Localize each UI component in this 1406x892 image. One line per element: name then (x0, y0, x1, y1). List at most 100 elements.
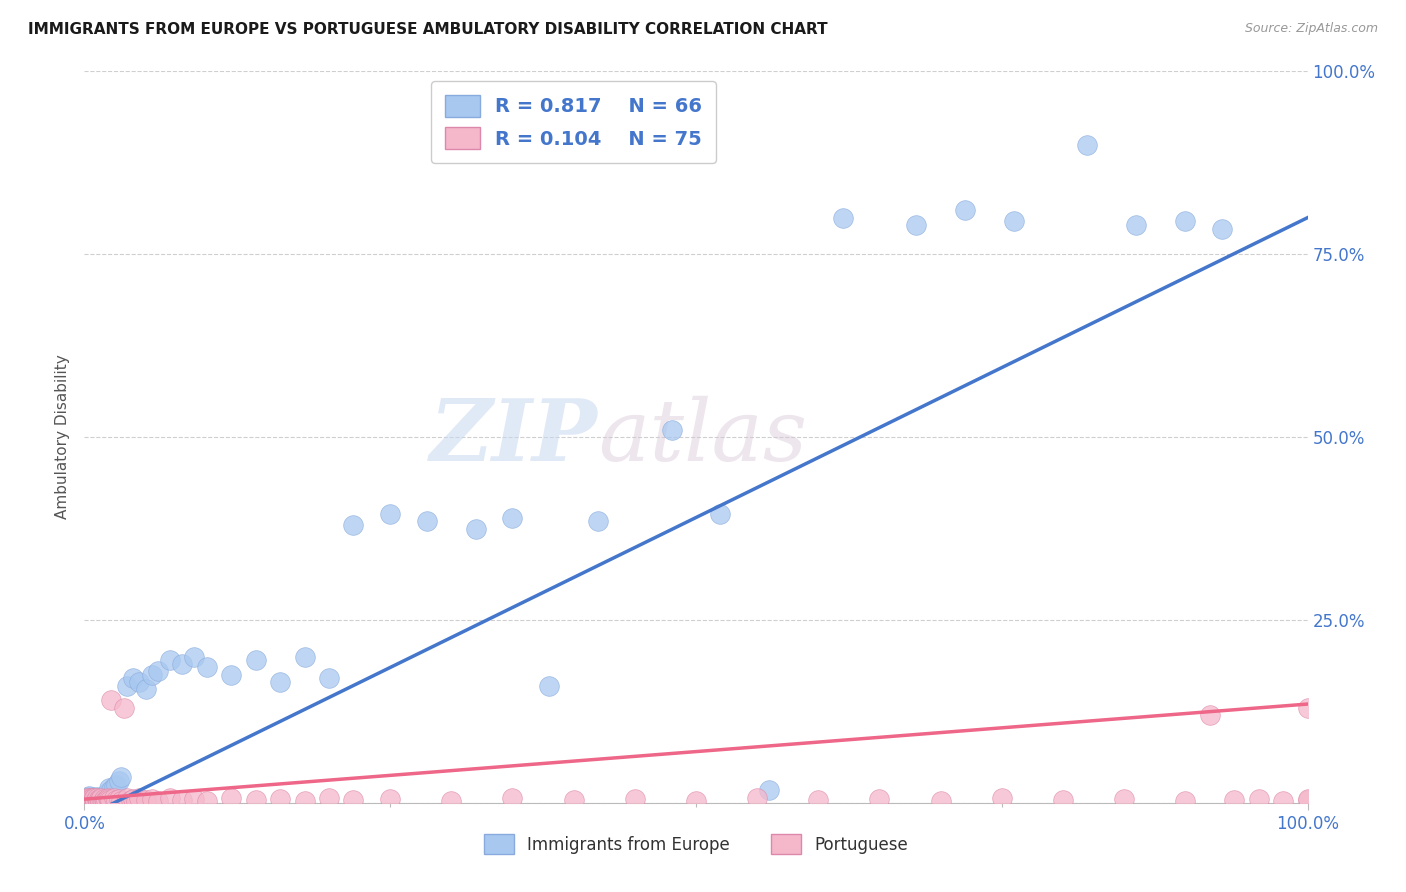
Point (115, 791, 138, 805)
Point (100, 693, 122, 707)
Point (1076, 137, 1098, 152)
Point (120, 793, 142, 807)
Point (77, 793, 100, 807)
Point (269, 792, 291, 806)
Point (416, 514, 439, 528)
Point (586, 514, 609, 528)
Point (75, 793, 97, 807)
Point (294, 649, 316, 664)
Point (624, 792, 647, 806)
Point (110, 770, 132, 784)
Point (87, 791, 110, 805)
Point (91, 794, 114, 808)
Point (135, 682, 157, 697)
Point (83, 791, 105, 805)
Point (89, 794, 111, 808)
Point (464, 521, 486, 535)
Point (82, 794, 104, 808)
Point (103, 780, 125, 794)
Point (84, 794, 107, 808)
Point (141, 792, 163, 806)
Point (1296, 793, 1319, 807)
Point (91, 792, 114, 806)
Point (86, 791, 108, 805)
Point (1002, 214, 1025, 228)
Point (1052, 793, 1074, 807)
Point (79, 793, 101, 807)
Point (159, 653, 181, 667)
Point (87, 792, 110, 806)
Point (318, 672, 340, 686)
Point (125, 794, 148, 808)
Point (380, 507, 402, 521)
Point (86, 789, 108, 804)
Point (77, 792, 100, 806)
Point (97, 792, 120, 806)
Point (869, 792, 891, 806)
Point (269, 675, 291, 690)
Point (685, 794, 707, 808)
Point (94, 791, 117, 805)
Point (562, 793, 585, 807)
Point (1296, 792, 1319, 806)
Point (128, 791, 150, 805)
Point (96, 789, 118, 803)
Point (195, 660, 218, 674)
Point (342, 793, 364, 807)
Point (82, 792, 104, 806)
Legend: Immigrants from Europe, Portuguese: Immigrants from Europe, Portuguese (477, 828, 915, 860)
Point (183, 792, 205, 806)
Point (83, 793, 105, 807)
Point (661, 423, 683, 437)
Point (98, 793, 121, 807)
Point (1198, 708, 1220, 723)
Point (83, 793, 105, 807)
Point (89, 793, 111, 807)
Point (83, 791, 105, 805)
Point (80, 793, 103, 807)
Point (758, 782, 780, 797)
Point (76, 794, 98, 808)
Point (97, 785, 120, 799)
Point (87, 793, 110, 807)
Point (905, 218, 928, 232)
Point (342, 517, 364, 532)
Point (502, 791, 524, 805)
Point (112, 700, 135, 714)
Point (502, 510, 524, 524)
Point (747, 791, 769, 805)
Point (128, 675, 150, 690)
Point (219, 667, 242, 681)
Point (159, 791, 181, 805)
Point (79, 792, 101, 806)
Point (77, 789, 100, 804)
Point (80, 790, 103, 805)
Point (93, 793, 115, 807)
Point (107, 792, 129, 806)
Point (77, 793, 100, 807)
Point (1272, 794, 1295, 808)
Point (82, 792, 104, 806)
Point (100, 782, 122, 797)
Point (991, 791, 1014, 805)
Point (90, 790, 112, 805)
Text: Source: ZipAtlas.com: Source: ZipAtlas.com (1244, 22, 1378, 36)
Point (103, 791, 125, 805)
Point (122, 792, 145, 806)
Point (1125, 218, 1147, 232)
Point (538, 679, 561, 693)
Point (80, 794, 103, 808)
Point (1211, 221, 1233, 235)
Point (82, 789, 104, 804)
Point (146, 664, 169, 678)
Point (245, 793, 267, 807)
Point (1114, 792, 1136, 806)
Point (77, 794, 100, 808)
Point (440, 794, 463, 808)
Point (115, 679, 138, 693)
Point (76, 794, 98, 808)
Point (76, 790, 98, 805)
Point (107, 773, 129, 788)
Point (318, 791, 340, 805)
Point (79, 794, 101, 808)
